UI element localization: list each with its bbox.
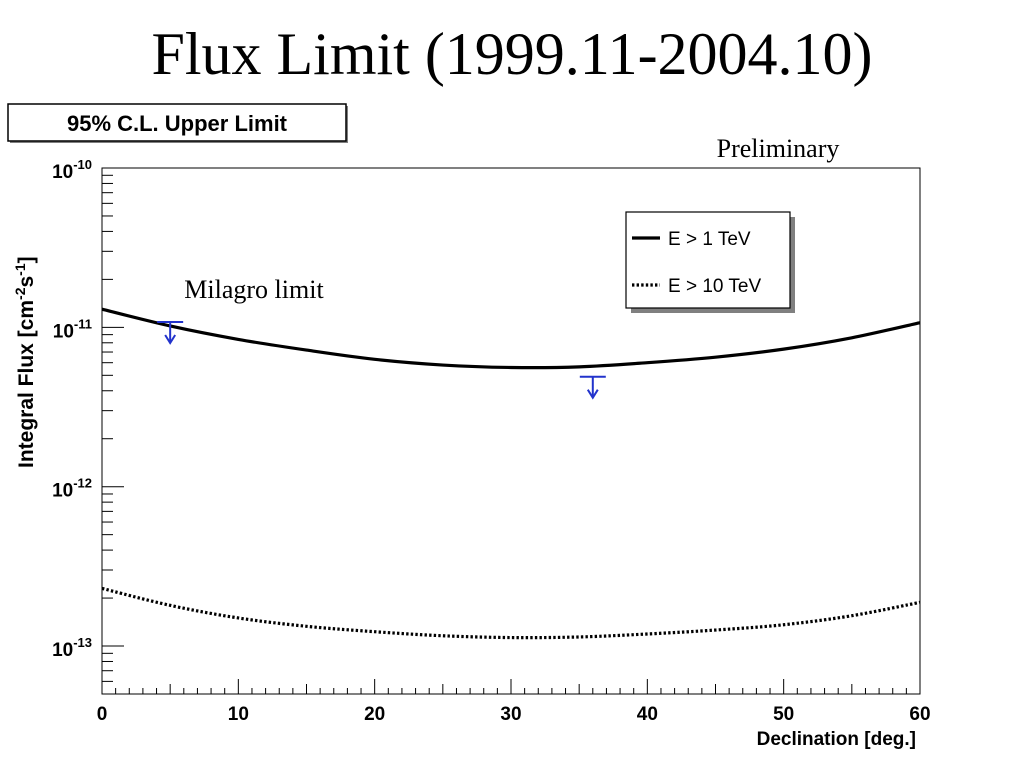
legend-label-e-gt-1tev: E > 1 TeV <box>668 229 751 250</box>
milagro-limit-arrow-head <box>164 334 177 345</box>
x-tick-label: 0 <box>97 704 108 725</box>
series-e-gt-10tev-line <box>101 586 921 640</box>
y-axis-label: Integral Flux [cm-2s-1] <box>12 256 38 468</box>
x-tick-label: 40 <box>637 704 658 725</box>
milagro-limit-arrow-head <box>586 389 599 400</box>
y-tick-label: 10-13 <box>52 635 92 661</box>
x-tick-label: 60 <box>909 704 930 725</box>
legend-frame <box>625 211 791 309</box>
chart-title-box: 95% C.L. Upper Limit <box>7 103 348 143</box>
x-tick-label: 50 <box>773 704 794 725</box>
milagro-limit-annotation: Milagro limit <box>184 275 324 304</box>
chart-title: 95% C.L. Upper Limit <box>67 111 288 136</box>
y-tick-label: 10-11 <box>53 316 92 342</box>
milagro-limit-markers <box>157 321 606 400</box>
x-tick-label: 20 <box>364 704 385 725</box>
x-axis-label: Declination [deg.] <box>757 729 916 750</box>
y-tick-label: 10-12 <box>52 476 92 502</box>
series-e-gt-1tev-line <box>101 307 921 370</box>
x-axis: 0 10 20 30 40 50 60 <box>97 679 931 725</box>
chart-title-frame <box>7 103 347 142</box>
x-tick-label: 30 <box>500 704 521 725</box>
y-axis: 10-10 10-11 10-12 10-13 <box>52 157 124 695</box>
y-tick-label: 10-10 <box>52 157 92 183</box>
preliminary-annotation: Preliminary <box>717 134 840 163</box>
legend: E > 1 TeV E > 10 TeV <box>625 211 795 313</box>
x-tick-label: 10 <box>228 704 249 725</box>
slide-title: Flux Limit (1999.11-2004.10) <box>151 21 873 87</box>
legend-label-e-gt-10tev: E > 10 TeV <box>668 276 761 297</box>
